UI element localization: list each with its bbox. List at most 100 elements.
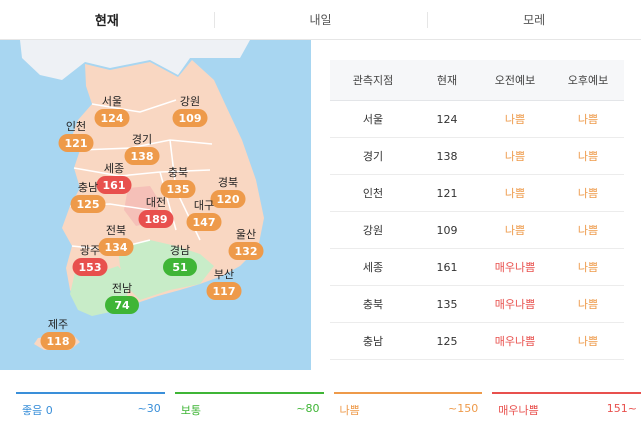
pm-forecast-cell: 나쁨 xyxy=(577,113,599,126)
region-name: 경남 xyxy=(169,244,191,257)
site-cell: 인천 xyxy=(362,187,384,200)
region-value-badge: 138 xyxy=(124,147,160,165)
region-pin[interactable]: 경남 51 xyxy=(163,244,197,276)
current-value-cell: 138 xyxy=(436,149,458,163)
legend-range: 151~ xyxy=(606,402,637,415)
am-forecast-cell: 나쁨 xyxy=(504,150,526,163)
region-pin[interactable]: 세종 161 xyxy=(96,162,132,194)
table-row: 충남 125 매우나쁨 나쁨 xyxy=(330,323,624,360)
header-site: 관측지점 xyxy=(352,74,394,87)
region-pin[interactable]: 강원 109 xyxy=(172,95,208,127)
region-value-badge: 135 xyxy=(160,180,196,198)
header-pm: 오후예보 xyxy=(567,74,609,87)
region-value-badge: 125 xyxy=(70,195,106,213)
region-value-badge: 147 xyxy=(186,213,222,231)
current-value-cell: 124 xyxy=(436,112,458,126)
tab-today[interactable]: 현재 xyxy=(94,14,119,29)
region-pin[interactable]: 광주 153 xyxy=(72,244,108,276)
region-value-badge: 51 xyxy=(163,258,197,276)
pm-forecast-cell: 나쁨 xyxy=(577,224,599,237)
region-name: 울산 xyxy=(235,228,257,241)
region-value-badge: 121 xyxy=(58,134,94,152)
am-forecast-cell: 매우나쁨 xyxy=(494,261,536,274)
forecast-table: 관측지점 현재 오전예보 오후예보 서울 124 나쁨 나쁨 경기 138 나쁨 나쁨 인천 12… xyxy=(330,60,624,370)
region-pin[interactable]: 충남 125 xyxy=(70,181,106,213)
region-value-badge: 124 xyxy=(94,109,130,127)
region-name: 충북 xyxy=(167,166,189,179)
site-cell: 경기 xyxy=(362,150,384,163)
site-cell: 충북 xyxy=(362,298,384,311)
region-pin[interactable]: 대전 189 xyxy=(138,196,174,228)
region-name: 세종 xyxy=(103,162,125,175)
region-value-badge: 153 xyxy=(72,258,108,276)
legend-label: 나쁨 xyxy=(339,404,360,417)
site-cell: 세종 xyxy=(362,261,384,274)
pm-forecast-cell: 나쁨 xyxy=(577,187,599,200)
table-row: 대전189매우나쁨나쁨 xyxy=(330,360,624,370)
legend-item: 나쁨 ~150 xyxy=(333,392,483,422)
region-value-badge: 120 xyxy=(210,190,246,208)
legend: 좋음 0 ~30 보통 ~80 나쁨 ~150 매우나쁨 151~ xyxy=(0,392,641,432)
pm-forecast-cell: 나쁨 xyxy=(577,335,599,348)
site-cell: 강원 xyxy=(362,224,384,237)
region-pin[interactable]: 전남 74 xyxy=(105,282,139,314)
korea-map: 서울 124 강원 109 인천 121 경기 138 세종 161 충북 135 경북 120 충남 125… xyxy=(0,40,311,370)
tab-tomorrow[interactable]: 내일 xyxy=(213,0,428,39)
region-name: 광주 xyxy=(79,244,101,257)
region-name: 경북 xyxy=(217,176,239,189)
region-name: 서울 xyxy=(101,95,123,108)
region-name: 충남 xyxy=(77,181,99,194)
region-pin[interactable]: 경기 138 xyxy=(124,133,160,165)
region-value-badge: 74 xyxy=(105,296,139,314)
legend-label: 보통 xyxy=(180,404,201,417)
region-name: 부산 xyxy=(213,268,235,281)
pm-forecast-cell: 나쁨 xyxy=(577,150,599,163)
am-forecast-cell: 매우나쁨 xyxy=(494,298,536,311)
region-pin[interactable]: 서울 124 xyxy=(94,95,130,127)
region-name: 제주 xyxy=(47,318,69,331)
region-value-badge: 118 xyxy=(40,332,76,350)
region-name: 강원 xyxy=(179,95,201,108)
region-name: 전북 xyxy=(105,224,127,237)
region-value-badge: 189 xyxy=(138,210,174,228)
region-value-badge: 109 xyxy=(172,109,208,127)
am-forecast-cell: 매우나쁨 xyxy=(494,335,536,348)
legend-item: 좋음 0 ~30 xyxy=(16,392,165,422)
table-row: 인천 121 나쁨 나쁨 xyxy=(330,175,624,212)
table-row: 서울 124 나쁨 나쁨 xyxy=(330,101,624,138)
region-name: 대전 xyxy=(145,196,167,209)
pm-forecast-cell: 나쁨 xyxy=(577,298,599,311)
pm-forecast-cell: 나쁨 xyxy=(577,261,599,274)
site-cell: 서울 xyxy=(362,113,384,126)
region-name: 전남 xyxy=(111,282,133,295)
legend-label: 매우나쁨 xyxy=(498,404,539,417)
region-pin[interactable]: 인천 121 xyxy=(58,120,94,152)
region-name: 인천 xyxy=(65,120,87,133)
tab-day-after-tomorrow[interactable]: 모레 xyxy=(427,0,641,39)
region-pin[interactable]: 울산 132 xyxy=(228,228,264,260)
header-now: 현재 xyxy=(436,74,458,87)
region-pin[interactable]: 충북 135 xyxy=(160,166,196,198)
legend-range: ~150 xyxy=(448,402,479,415)
region-pin[interactable]: 제주 118 xyxy=(40,318,76,350)
table-body: 서울 124 나쁨 나쁨 경기 138 나쁨 나쁨 인천 121 나쁨 나쁨 강원 109 나쁨 나쁨 세종 16… xyxy=(330,101,624,370)
region-value-badge: 134 xyxy=(98,238,134,256)
table-row: 충북 135 매우나쁨 나쁨 xyxy=(330,286,624,323)
header-am: 오전예보 xyxy=(494,74,536,87)
current-value-cell: 125 xyxy=(436,334,458,348)
table-row: 강원 109 나쁨 나쁨 xyxy=(330,212,624,249)
region-pin[interactable]: 부산 117 xyxy=(206,268,242,300)
am-forecast-cell: 나쁨 xyxy=(504,187,526,200)
legend-range: ~80 xyxy=(296,402,320,415)
region-value-badge: 132 xyxy=(228,242,264,260)
region-name: 대구 xyxy=(193,199,215,212)
region-pin[interactable]: 대구 147 xyxy=(186,199,222,231)
site-cell: 충남 xyxy=(362,335,384,348)
legend-range: ~30 xyxy=(137,402,161,415)
day-tabs: 현재 내일 모레 xyxy=(0,0,641,40)
region-pin[interactable]: 전북 134 xyxy=(98,224,134,256)
current-value-cell: 135 xyxy=(436,297,458,311)
region-pin[interactable]: 경북 120 xyxy=(210,176,246,208)
table-row: 세종 161 매우나쁨 나쁨 xyxy=(330,249,624,286)
